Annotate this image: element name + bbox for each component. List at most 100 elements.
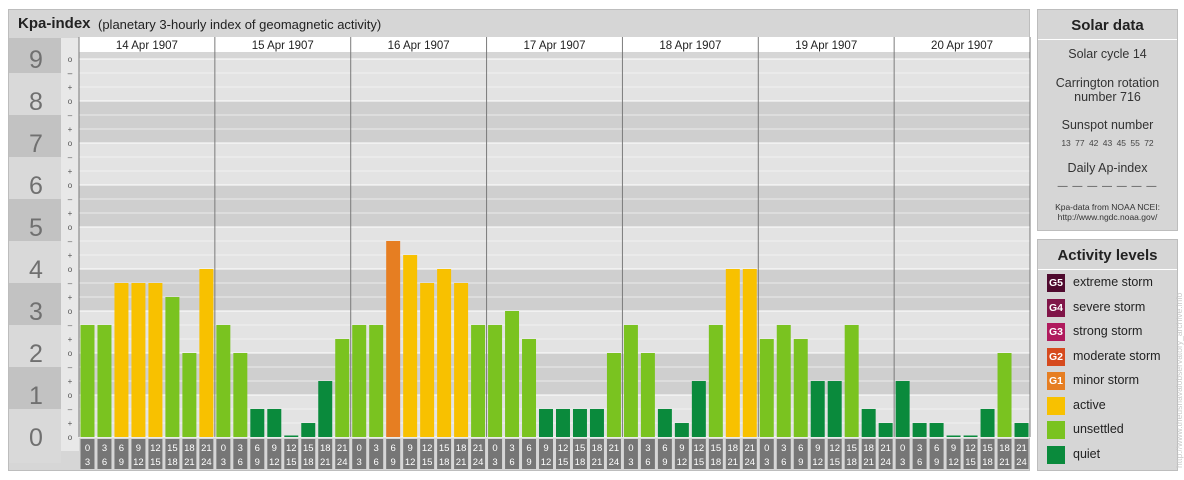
- hour-end-label: 9: [662, 457, 667, 468]
- day-label: 16 Apr 1907: [388, 40, 450, 52]
- kp-bar: [640, 353, 655, 437]
- legend-swatch: G2: [1047, 347, 1065, 366]
- sub-tick-label: +: [68, 419, 73, 428]
- day-label: 14 Apr 1907: [116, 40, 178, 52]
- hour-start-label: 21: [609, 443, 620, 454]
- hour-end-label: 12: [405, 457, 416, 468]
- hour-end-label: 3: [357, 457, 362, 468]
- hour-block: [233, 439, 248, 469]
- kp-bar: [929, 423, 944, 437]
- kpa-index-panel: Kpa-index (planetary 3-hourly index of g…: [8, 9, 1031, 471]
- hour-end-label: 3: [900, 457, 905, 468]
- hour-block: [556, 439, 570, 469]
- hour-end-label: 21: [320, 457, 331, 468]
- legend-label: extreme storm: [1073, 275, 1153, 289]
- hour-block: [420, 439, 435, 469]
- sub-tick-label: –: [68, 279, 73, 288]
- legend-swatch: [1047, 396, 1065, 415]
- kp-label-band: [9, 73, 61, 115]
- hour-end-label: 24: [1016, 457, 1027, 468]
- hour-block: [572, 439, 587, 469]
- hour-block: [980, 439, 995, 469]
- hour-block: [963, 439, 978, 469]
- source-link[interactable]: http://www.ngdc.noaa.gov/: [1057, 212, 1158, 222]
- hour-start-label: 15: [711, 443, 722, 454]
- hour-start-label: 0: [85, 443, 90, 454]
- kp-label-band: [9, 325, 61, 367]
- hour-block: [216, 439, 231, 469]
- solar-data-title: Solar data: [1038, 10, 1177, 40]
- hour-start-label: 9: [136, 443, 141, 454]
- y-tick-label: 1: [29, 382, 43, 410]
- sub-tick-label: o: [68, 349, 73, 358]
- sub-tick-label: –: [68, 69, 73, 78]
- kp-bar: [963, 435, 978, 437]
- hour-block: [488, 439, 503, 469]
- hour-end-label: 6: [238, 457, 243, 468]
- kp-bar: [606, 353, 621, 437]
- sub-tick-label: +: [68, 377, 73, 386]
- sub-tick-label: o: [68, 391, 73, 400]
- kp-label-band: [9, 115, 61, 157]
- hour-start-label: 9: [272, 443, 277, 454]
- legend-label: active: [1073, 397, 1106, 412]
- hour-start-label: 21: [1016, 443, 1027, 454]
- hour-block: [793, 439, 808, 469]
- kp-bar: [505, 311, 520, 437]
- hour-start-label: 18: [999, 443, 1010, 454]
- day-label: 20 Apr 1907: [931, 40, 993, 52]
- hour-block: [301, 439, 316, 469]
- hour-block: [895, 439, 910, 469]
- day-header-strip: [79, 37, 1030, 52]
- hour-start-label: 15: [982, 443, 993, 454]
- kp-bar: [80, 324, 95, 437]
- hour-block: [623, 439, 638, 469]
- solar-data-panel: Solar data Solar cycle 14 Carrington rot…: [1037, 9, 1178, 231]
- hour-start-label: 6: [255, 443, 260, 454]
- legend-label: strong storm: [1073, 324, 1143, 338]
- hour-block: [250, 439, 265, 469]
- hour-block: [267, 439, 282, 469]
- hour-block: [403, 439, 418, 469]
- hour-start-label: 3: [509, 443, 514, 454]
- sunspot-title: Sunspot number: [1061, 118, 1154, 132]
- hour-end-label: 3: [764, 457, 769, 468]
- kp-bar: [403, 255, 418, 437]
- hour-block: [589, 439, 604, 469]
- kp-bar: [946, 435, 961, 437]
- kp-bar: [318, 381, 333, 437]
- kp-bar: [589, 408, 604, 437]
- hour-block: [539, 439, 553, 469]
- hour-block: [708, 439, 723, 469]
- hour-end-label: 24: [337, 457, 348, 468]
- hour-end-label: 15: [558, 457, 569, 468]
- hour-end-label: 15: [694, 457, 705, 468]
- hour-end-label: 12: [541, 457, 552, 468]
- sub-tick-label: –: [68, 405, 73, 414]
- sub-tick-label: +: [68, 293, 73, 302]
- hour-start-label: 3: [102, 443, 107, 454]
- solar-cycle: Solar cycle 14: [1068, 47, 1147, 61]
- kp-bar: [131, 282, 146, 437]
- hour-start-label: 9: [951, 443, 956, 454]
- kp-bar: [997, 353, 1012, 437]
- hour-start-label: 0: [900, 443, 905, 454]
- sub-tick-label: –: [68, 195, 73, 204]
- hour-end-label: 15: [829, 457, 840, 468]
- kp-bar: [165, 297, 180, 437]
- hour-block: [437, 439, 452, 469]
- legend-label: moderate storm: [1073, 348, 1161, 363]
- hour-start-label: 12: [422, 443, 433, 454]
- hour-start-label: 9: [408, 443, 413, 454]
- kp-bar: [708, 324, 723, 437]
- legend-label: unsettled: [1073, 422, 1124, 436]
- hour-start-label: 0: [357, 443, 362, 454]
- hour-start-label: 12: [965, 443, 976, 454]
- hour-block: [352, 439, 367, 469]
- hour-start-label: 12: [694, 443, 705, 454]
- hour-end-label: 3: [85, 457, 90, 468]
- sub-tick-label: o: [68, 223, 73, 232]
- y-tick-label: 3: [29, 298, 43, 326]
- kp-bar: [827, 381, 842, 437]
- kp-bar: [148, 282, 163, 437]
